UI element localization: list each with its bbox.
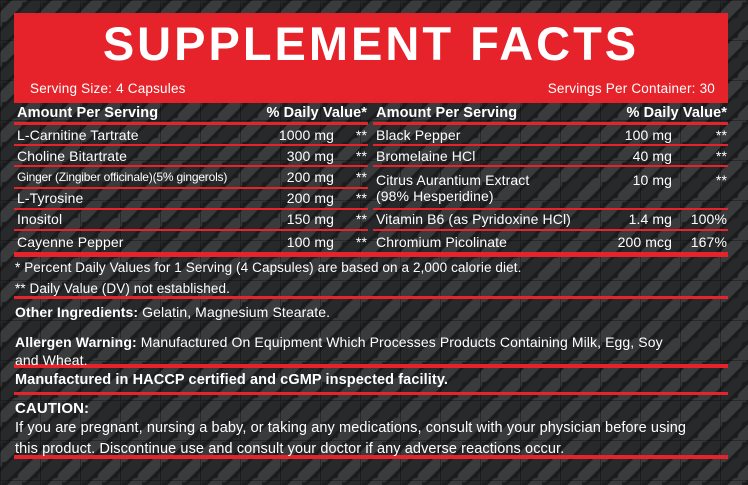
serving-info-row: Serving Size: 4 Capsules Servings Per Co…: [30, 81, 715, 96]
allergen-warning-line: Allergen Warning: Manufactured On Equipm…: [15, 334, 677, 369]
ingredient-dv: **: [715, 171, 727, 188]
daily-value-header: % Daily Value*: [626, 105, 727, 121]
column-header: Amount Per Serving % Daily Value*: [373, 103, 728, 125]
facts-column-right: Amount Per Serving % Daily Value* Black …: [373, 103, 728, 252]
ingredient-dv: **: [355, 190, 367, 207]
ingredient-amount: 100 mg: [286, 233, 334, 250]
table-row: Bromelaine HCl 40 mg **: [373, 146, 728, 168]
ingredient-dv: **: [715, 126, 727, 143]
ingredient-dv: **: [355, 168, 367, 185]
ingredient-name-line2: (98% Hesperidine): [376, 187, 494, 204]
table-row: Black Pepper 100 mg **: [373, 125, 728, 147]
table-row: Chromium Picolinate 200 mcg 167%: [373, 231, 728, 252]
table-row: Inositol 150 mg **: [14, 210, 368, 231]
ingredient-amount: 1.4 mg: [628, 211, 672, 228]
ingredient-name: Inositol: [17, 211, 63, 228]
servings-per-container-text: Servings Per Container: 30: [547, 81, 715, 96]
ingredient-name: Chromium Picolinate: [376, 233, 508, 250]
ingredient-amount: 40 mg: [632, 147, 672, 164]
serving-size-text: Serving Size: 4 Capsules: [30, 81, 186, 96]
ingredient-dv: **: [355, 211, 367, 228]
ingredient-name: Vitamin B6 (as Pyridoxine HCl): [376, 211, 571, 228]
ingredient-name: Bromelaine HCl: [376, 147, 476, 164]
footnote-rule: [14, 296, 728, 299]
ingredient-dv: **: [355, 126, 367, 143]
other-ingredients-label: Other Ingredients:: [15, 303, 139, 320]
manufactured-rule: [14, 391, 728, 395]
caution-text: If you are pregnant, nursing a baby, or …: [15, 420, 687, 457]
table-row: Citrus Aurantium Extract 10 mg ** (98% H…: [373, 167, 728, 210]
banner: SUPPLEMENT FACTS Serving Size: 4 Capsule…: [14, 13, 728, 103]
other-ingredients-line: Other Ingredients: Gelatin, Magnesium St…: [15, 304, 330, 320]
ingredient-dv: 167%: [690, 233, 727, 250]
allergen-warning-text: Manufactured On Equipment Which Processe…: [15, 334, 663, 368]
ingredient-dv: **: [355, 233, 367, 250]
facts-column-left: Amount Per Serving % Daily Value* L-Carn…: [14, 103, 368, 252]
ingredient-name: Black Pepper: [376, 126, 461, 143]
ingredient-name: L-Tyrosine: [17, 190, 84, 207]
table-row: Ginger (Zingiber officinale)(5% gingerol…: [14, 167, 368, 189]
table-row: Choline Bitartrate 300 mg **: [14, 146, 368, 168]
ingredient-amount: 300 mg: [286, 147, 334, 164]
ingredient-amount: 200 mg: [286, 190, 334, 207]
table-row: Cayenne Pepper 100 mg **: [14, 231, 368, 252]
table-bottom-rule: [14, 252, 728, 257]
ingredient-dv: **: [355, 147, 367, 164]
page-title: SUPPLEMENT FACTS: [102, 17, 640, 70]
ingredient-amount: 200 mcg: [617, 233, 672, 250]
amount-per-serving-header: Amount Per Serving: [17, 105, 159, 121]
ingredient-amount: 1000 mg: [278, 126, 334, 143]
allergen-warning-label: Allergen Warning:: [15, 334, 137, 350]
ingredient-name: Citrus Aurantium Extract: [376, 171, 530, 188]
ingredient-amount: 200 mg: [286, 168, 334, 185]
table-row: Vitamin B6 (as Pyridoxine HCl) 1.4 mg 10…: [373, 210, 728, 231]
allergen-rule: [14, 364, 728, 368]
not-established-footnote: ** Daily Value (DV) not established.: [15, 280, 230, 296]
ingredient-dv: **: [715, 147, 727, 164]
table-row: L-Tyrosine 200 mg **: [14, 189, 368, 210]
daily-value-header: % Daily Value*: [266, 105, 367, 121]
table-row: L-Carnitine Tartrate 1000 mg **: [14, 125, 368, 147]
supplement-facts-panel: SUPPLEMENT FACTS Serving Size: 4 Capsule…: [14, 0, 728, 485]
bottom-rule: [14, 454, 728, 459]
ingredient-name: Ginger (Zingiber officinale)(5% gingerol…: [17, 169, 228, 184]
daily-value-footnote: * Percent Daily Values for 1 Serving (4 …: [15, 259, 522, 275]
caution-label: CAUTION:: [15, 400, 90, 417]
ingredient-amount: 10 mg: [632, 171, 672, 188]
manufactured-statement: Manufactured in HACCP certified and cGMP…: [15, 372, 449, 388]
ingredient-dv: 100%: [690, 211, 727, 228]
ingredient-name: Choline Bitartrate: [17, 147, 127, 164]
ingredient-amount: 100 mg: [624, 126, 672, 143]
column-header: Amount Per Serving % Daily Value*: [14, 103, 368, 125]
ingredient-amount: 150 mg: [286, 211, 334, 228]
other-ingredients-text: Gelatin, Magnesium Stearate.: [138, 303, 331, 320]
ingredient-name: Cayenne Pepper: [17, 233, 124, 250]
amount-per-serving-header: Amount Per Serving: [376, 105, 518, 121]
ingredient-name: L-Carnitine Tartrate: [17, 126, 139, 143]
